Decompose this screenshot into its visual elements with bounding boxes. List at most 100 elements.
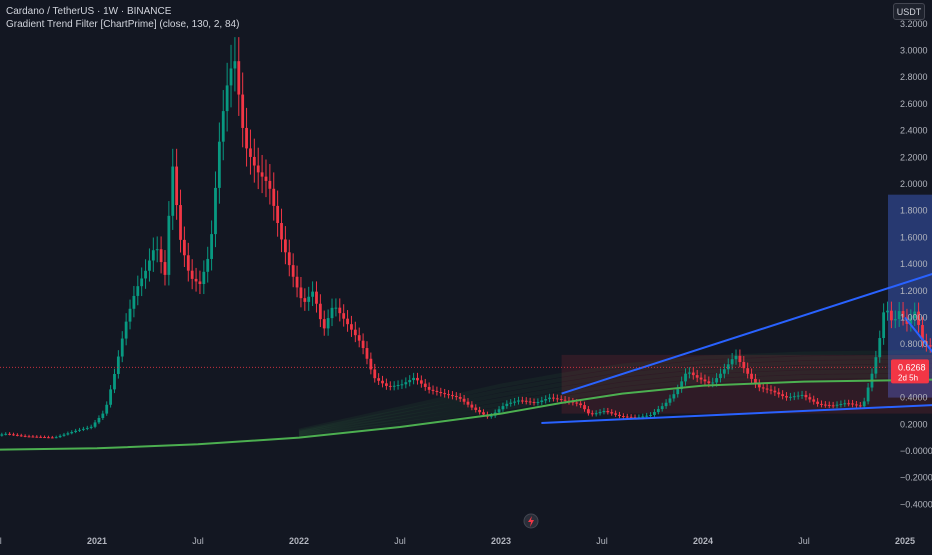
candle-body — [144, 270, 147, 279]
candle-body — [221, 111, 225, 142]
candle-body — [513, 401, 516, 403]
candle-body — [610, 412, 614, 414]
candle-body — [901, 311, 905, 318]
candle-body — [785, 396, 788, 398]
candle-body — [606, 410, 610, 413]
candle-body — [719, 373, 722, 379]
candle-body — [136, 286, 140, 296]
candle-body — [128, 308, 132, 322]
y-axis-tick-label: 1.4000 — [900, 259, 928, 269]
candle-body — [462, 398, 466, 402]
candle-body — [909, 318, 913, 324]
symbol-title[interactable]: Cardano / TetherUS · 1W · BINANCE — [6, 6, 172, 17]
candle-body — [812, 399, 816, 402]
candle-body — [287, 252, 291, 266]
candle-body — [171, 166, 175, 216]
candle-body — [217, 141, 221, 188]
candle-body — [311, 291, 314, 297]
gradient-trend-filter-line — [0, 378, 932, 451]
candle-body — [618, 414, 621, 417]
x-axis-tick-label: Jul — [596, 536, 608, 546]
x-axis-tick-label: Jul — [394, 536, 406, 546]
candle-body — [831, 405, 835, 407]
candle-body — [369, 358, 373, 370]
candle-body — [439, 392, 443, 394]
candle-body — [874, 357, 878, 374]
candle-body — [730, 359, 734, 365]
candle-body — [684, 373, 687, 382]
candle-body — [501, 406, 505, 410]
y-axis-tick-label: 2.4000 — [900, 126, 928, 136]
y-axis-tick-label: 0.4000 — [900, 393, 928, 403]
indicator-title[interactable]: Gradient Trend Filter [ChartPrime] (clos… — [6, 19, 240, 30]
candle-body — [373, 369, 377, 379]
candle-body — [78, 429, 81, 431]
candle-body — [858, 405, 862, 407]
candle-body — [62, 434, 66, 436]
candle-body — [734, 355, 738, 360]
candle-body — [361, 340, 365, 349]
candle-body — [346, 318, 349, 325]
candle-body — [660, 406, 664, 410]
candle-body — [532, 402, 536, 404]
candle-body — [711, 382, 715, 384]
candle-body — [245, 127, 248, 149]
candle-body — [590, 413, 594, 415]
candle-body — [365, 348, 369, 359]
candle-body — [50, 437, 54, 439]
candle-body — [70, 432, 74, 434]
y-axis-tick-label: 2.8000 — [900, 72, 928, 82]
candle-body — [155, 249, 159, 251]
candle-body — [641, 416, 645, 418]
candle-body — [431, 389, 435, 391]
y-axis-tick-label: 1.2000 — [900, 286, 928, 296]
candle-body — [12, 434, 15, 436]
candle-body — [722, 369, 726, 374]
candle-body — [699, 377, 703, 380]
candle-body — [843, 403, 847, 405]
candle-body — [338, 307, 342, 314]
candle-body — [31, 436, 35, 438]
candle-body — [447, 394, 450, 396]
candle-body — [695, 375, 699, 378]
filter-gradient-band — [298, 368, 932, 438]
candle-body — [656, 409, 660, 413]
x-axis-tick-label: Jul — [798, 536, 810, 546]
candle-body — [781, 394, 785, 397]
candle-body — [427, 386, 431, 390]
candle-body — [823, 404, 827, 406]
candle-body — [757, 384, 761, 388]
candle-body — [322, 319, 326, 329]
candle-body — [664, 402, 668, 407]
candle-body — [233, 61, 237, 69]
currency-button[interactable]: USDT — [893, 3, 925, 20]
y-axis-tick-label: 0.2000 — [900, 419, 928, 429]
candle-body — [691, 372, 695, 376]
candle-body — [416, 377, 419, 381]
candle-body — [15, 434, 19, 436]
candle-body — [680, 381, 684, 390]
candle-body — [109, 389, 112, 405]
y-axis-tick-label: 0.8000 — [900, 339, 928, 349]
candle-body — [190, 270, 194, 279]
y-axis-tick-label: 2.0000 — [900, 179, 928, 189]
candle-body — [93, 422, 97, 427]
filter-gradient-band — [298, 363, 932, 437]
candle-body — [839, 403, 843, 405]
price-marker-label: 0.6268 — [898, 362, 926, 372]
candle-body — [862, 401, 866, 407]
y-axis-tick-label: 3.2000 — [900, 19, 928, 29]
candle-body — [82, 428, 85, 430]
candle-body — [528, 401, 532, 403]
candle-body — [921, 324, 924, 341]
candle-body — [357, 335, 361, 341]
candle-body — [214, 187, 217, 235]
candle-body — [35, 436, 39, 438]
candle-body — [381, 380, 384, 384]
candle-body — [548, 397, 551, 400]
candle-body — [101, 413, 105, 418]
x-axis-tick-label: 2021 — [87, 536, 107, 546]
candle-body — [555, 398, 559, 400]
